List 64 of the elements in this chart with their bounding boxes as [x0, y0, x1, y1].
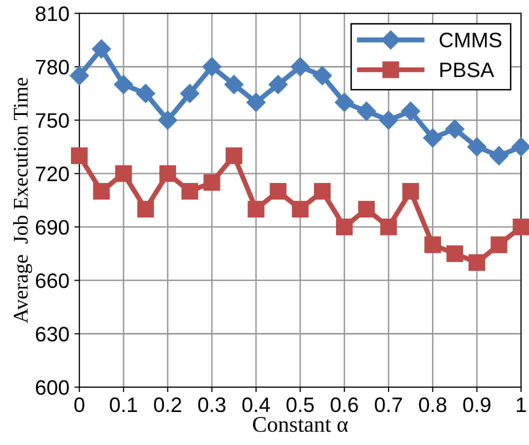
point — [290, 57, 310, 76]
point — [136, 84, 156, 103]
x-tick-label: 0 — [74, 397, 84, 412]
point — [246, 92, 266, 112]
y-tick-label: 630 — [36, 326, 69, 342]
point — [356, 102, 376, 121]
point — [93, 183, 110, 200]
x-tick-label: 0.6 — [330, 397, 358, 412]
point — [445, 120, 464, 139]
point — [204, 174, 220, 191]
point — [70, 66, 89, 86]
y-tick-label: 750 — [36, 113, 69, 128]
point — [137, 200, 154, 218]
x-tick-label: 0.4 — [242, 397, 270, 412]
y-axis-title: Average Job Execution Time — [13, 78, 32, 324]
y-tick-label: 690 — [36, 220, 69, 235]
point — [489, 146, 509, 166]
point — [71, 147, 88, 164]
point — [490, 236, 508, 254]
point — [358, 200, 375, 218]
point — [202, 57, 222, 76]
point — [468, 254, 486, 271]
y-tick-label: 810 — [36, 6, 69, 22]
point — [92, 39, 111, 58]
point — [292, 200, 309, 218]
x-tick-label: 0.2 — [154, 397, 182, 412]
y-tick-label: 660 — [36, 273, 69, 288]
point — [158, 110, 178, 130]
y-tick-label: 780 — [36, 60, 69, 75]
point — [379, 110, 398, 130]
point — [270, 183, 286, 200]
point — [268, 75, 288, 94]
point — [424, 236, 442, 254]
legend-label: CMMS — [440, 32, 502, 48]
y-tick-label: 600 — [36, 380, 69, 395]
point — [114, 75, 134, 94]
point — [423, 128, 442, 148]
point — [248, 200, 264, 218]
x-tick-label: 1 — [516, 398, 526, 412]
point — [446, 245, 464, 262]
point — [115, 165, 132, 182]
point — [334, 92, 354, 112]
x-tick-label: 0.8 — [419, 397, 446, 412]
point — [180, 84, 200, 103]
x-tick-label: 0.9 — [463, 397, 490, 412]
point — [380, 218, 397, 236]
point — [181, 183, 198, 200]
point — [402, 183, 419, 200]
x-tick-label: 0.3 — [198, 397, 226, 412]
point — [314, 183, 331, 200]
legend-label: PBSA — [440, 62, 494, 78]
point — [224, 75, 244, 94]
point — [336, 218, 353, 236]
point — [312, 66, 332, 86]
x-tick-label: 0.1 — [110, 397, 137, 412]
point — [401, 102, 420, 121]
point — [467, 137, 486, 156]
point — [226, 147, 242, 164]
x-axis-title: Constant α — [253, 417, 348, 432]
y-tick-label: 720 — [36, 166, 69, 182]
point — [159, 165, 176, 182]
x-tick-label: 0.5 — [286, 397, 314, 412]
point — [512, 218, 529, 236]
x-tick-label: 0.7 — [374, 397, 402, 412]
